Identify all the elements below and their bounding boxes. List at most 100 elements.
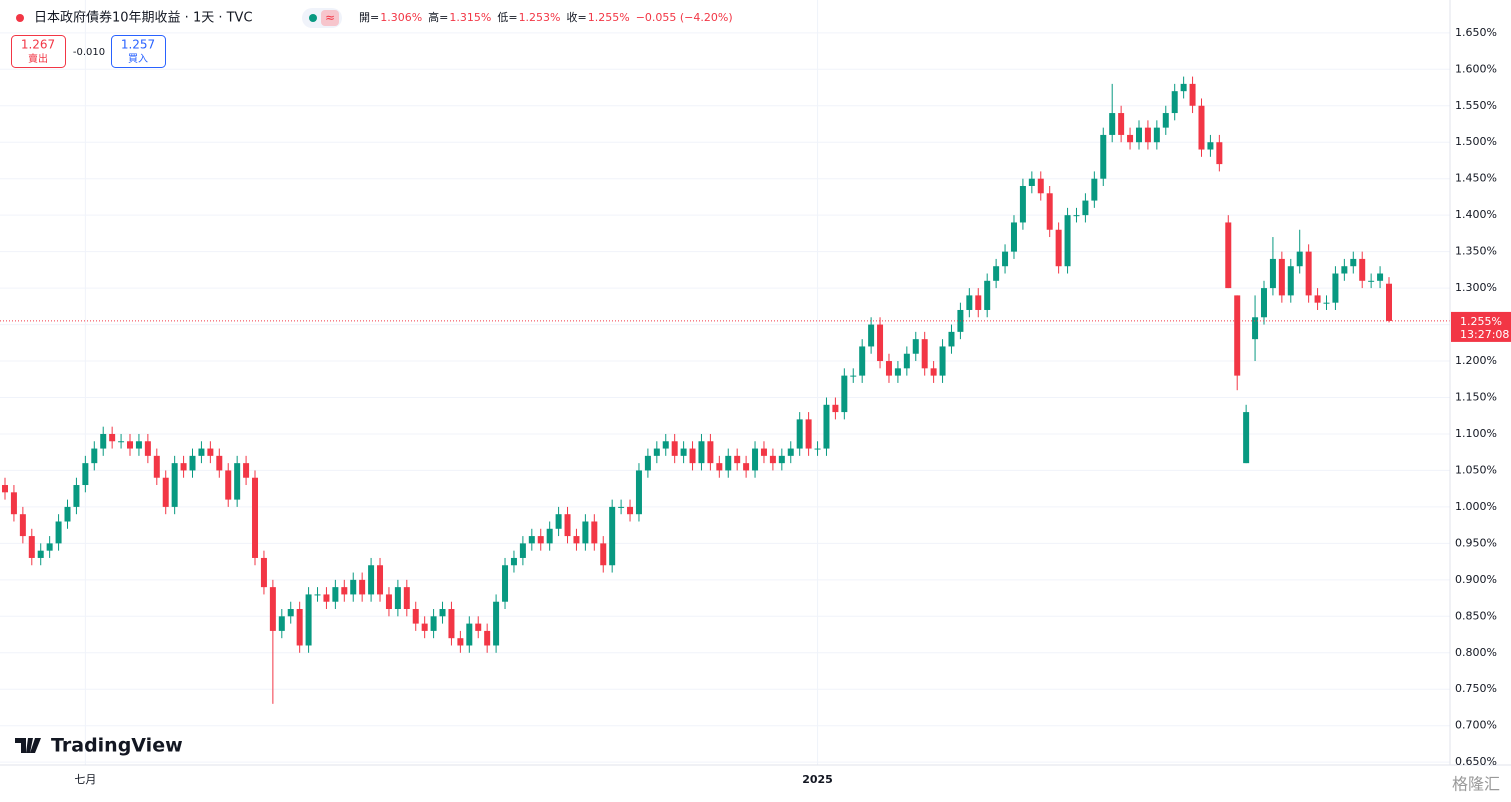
candle-body — [1010, 222, 1017, 252]
x-tick-label: 2025 — [802, 773, 833, 786]
legend-change: −0.055 (−4.20%) — [636, 11, 733, 24]
candle-body — [64, 506, 71, 522]
candle-body — [1269, 258, 1276, 289]
candle-body — [877, 324, 884, 362]
candle-body — [1260, 288, 1267, 318]
candle-body — [225, 470, 232, 500]
candle-body — [394, 587, 401, 610]
candle-body — [1046, 193, 1053, 230]
candle-body — [1198, 105, 1205, 150]
candle-body — [19, 514, 26, 537]
candle-body — [475, 623, 482, 631]
candle-body — [153, 455, 160, 478]
candle-body — [1091, 178, 1098, 201]
y-tick-label: 1.000% — [1455, 500, 1497, 513]
y-tick-label: 0.900% — [1455, 573, 1497, 586]
legend-value: 1.255% — [588, 11, 630, 24]
candle-body — [1368, 280, 1375, 282]
candle-body — [1109, 113, 1116, 135]
buy-button[interactable] — [111, 35, 166, 68]
logo: TradingView — [51, 735, 183, 757]
candle-body — [903, 353, 910, 369]
candle-body — [671, 441, 678, 456]
candle-body — [377, 565, 384, 595]
badge-box — [321, 10, 339, 26]
candle-body — [769, 455, 776, 464]
candle-body — [760, 448, 767, 456]
price-tag-countdown: 13:27:08 — [1460, 328, 1509, 341]
candle-body — [975, 295, 982, 310]
y-tick-label: 1.100% — [1455, 427, 1497, 440]
legend-value: 1.315% — [449, 11, 491, 24]
candle-body — [368, 565, 375, 595]
buy-label: 買入 — [128, 53, 148, 65]
candle-body — [734, 455, 741, 464]
y-tick-label: 0.950% — [1455, 536, 1497, 549]
candle-body — [359, 579, 366, 595]
candle-body — [1377, 273, 1384, 281]
candle-body — [323, 594, 330, 602]
candle-body — [332, 587, 339, 602]
candle-body — [448, 609, 455, 639]
candle-body — [91, 448, 98, 464]
candle-body — [912, 339, 919, 354]
buy-price: 1.257 — [121, 38, 155, 52]
legend-value: 1.306% — [380, 11, 422, 24]
candle-body — [466, 623, 473, 646]
y-tick-label: 1.150% — [1455, 391, 1497, 404]
candle-body — [689, 448, 696, 464]
legend-label: 收= — [567, 10, 587, 24]
candle-body — [439, 609, 446, 617]
candle-body — [252, 477, 259, 558]
candle-body — [564, 514, 571, 537]
spread: -0.010 — [73, 47, 105, 58]
candle-body — [627, 506, 634, 515]
price-tag: 1.255%13:27:08 — [1451, 311, 1511, 342]
chart-title: 日本政府債券10年期收益 · 1天 · TVC — [34, 10, 253, 26]
candle-body — [939, 346, 946, 376]
y-tick-label: 1.050% — [1455, 463, 1497, 476]
y-tick-label: 1.350% — [1455, 245, 1497, 258]
candle-body — [1153, 127, 1160, 143]
candle-body — [850, 375, 857, 377]
candle-body — [662, 441, 669, 449]
candle-body — [1278, 258, 1285, 296]
candle-body — [207, 448, 214, 456]
candle-body — [198, 448, 205, 456]
candle-body — [216, 455, 223, 471]
candle-body — [118, 441, 125, 443]
y-tick-label: 0.850% — [1455, 609, 1497, 622]
candle-body — [234, 463, 241, 500]
candle-body — [260, 557, 267, 588]
sell-price: 1.267 — [21, 38, 55, 52]
candle-body — [841, 375, 848, 413]
candle-body — [680, 448, 687, 456]
candle-body — [1234, 295, 1241, 376]
candle-body — [796, 419, 803, 449]
candle-body — [457, 638, 464, 646]
candle-body — [403, 587, 410, 610]
x-tick-label: 七月 — [74, 773, 96, 786]
grid — [0, 0, 1450, 765]
candle-body — [966, 295, 973, 310]
candle-body — [716, 463, 723, 471]
candle-body — [984, 280, 991, 310]
candle-body — [484, 630, 491, 646]
candle-body — [707, 441, 714, 464]
candle-body — [600, 543, 607, 566]
candle-body — [109, 433, 116, 442]
candle-body — [885, 361, 892, 376]
candle-body — [1225, 222, 1232, 289]
candle-body — [1332, 273, 1339, 303]
candle-body — [778, 455, 785, 464]
candle-body — [823, 404, 830, 449]
candle-body — [573, 536, 580, 544]
candle-body — [502, 565, 509, 602]
badge: ≈ — [325, 11, 335, 25]
candle-body — [100, 433, 107, 449]
candle-body — [1341, 266, 1348, 274]
y-tick-label: 1.200% — [1455, 354, 1497, 367]
candle-body — [528, 536, 535, 544]
candle-body — [948, 331, 955, 347]
sell-button[interactable] — [11, 35, 66, 68]
